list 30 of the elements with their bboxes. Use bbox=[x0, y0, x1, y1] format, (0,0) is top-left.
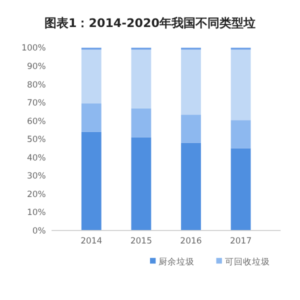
x-tick-label: 2015 bbox=[130, 236, 152, 247]
y-tick-label: 80% bbox=[26, 80, 46, 90]
bar bbox=[230, 50, 251, 120]
chart-title: 图表1：2014-2020年我国不同类型垃 bbox=[44, 16, 256, 30]
bar bbox=[181, 142, 201, 230]
x-tick-label: 2017 bbox=[230, 236, 252, 247]
y-tick-label: 20% bbox=[26, 190, 46, 200]
bar bbox=[181, 114, 201, 143]
legend-label: 可回收垃圾 bbox=[224, 256, 270, 268]
y-tick-label: 70% bbox=[26, 98, 46, 109]
y-tick-label: 90% bbox=[26, 62, 46, 72]
y-tick-label: 40% bbox=[26, 153, 46, 164]
bar bbox=[181, 50, 201, 115]
y-tick-label: 60% bbox=[26, 116, 46, 127]
x-tick-label: 2014 bbox=[80, 236, 102, 247]
bar bbox=[81, 103, 102, 132]
bar bbox=[131, 50, 152, 108]
bar bbox=[131, 108, 152, 138]
y-tick-label: 10% bbox=[26, 208, 46, 218]
bar bbox=[81, 132, 102, 230]
bar bbox=[81, 50, 102, 104]
y-tick-label: 50% bbox=[26, 135, 46, 146]
y-tick-label: 30% bbox=[26, 172, 46, 182]
y-tick-label: 100% bbox=[22, 44, 46, 54]
y-tick-label: 0% bbox=[32, 226, 46, 236]
legend-label: 厨余垃圾 bbox=[158, 256, 195, 268]
bar bbox=[230, 120, 251, 148]
x-tick-label: 2016 bbox=[180, 236, 202, 247]
bar bbox=[131, 137, 152, 230]
bar bbox=[230, 148, 251, 230]
